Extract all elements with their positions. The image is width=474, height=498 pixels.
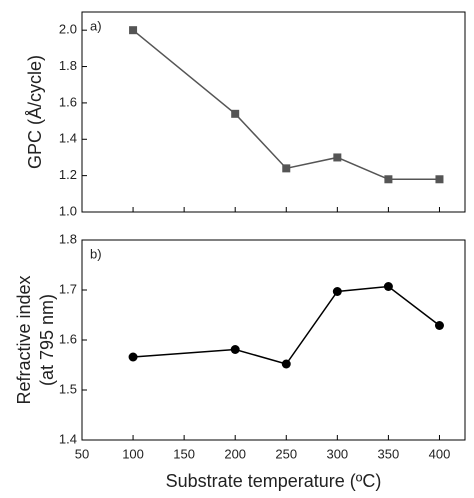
- y-tick-label: 1.8: [59, 58, 77, 73]
- marker: [333, 153, 342, 162]
- x-tick-label: 200: [224, 446, 246, 461]
- y-tick-label: 2.0: [59, 22, 77, 37]
- x-tick-label: 50: [75, 446, 89, 461]
- plot-frame: [81, 11, 466, 213]
- panel-label: b): [90, 246, 102, 261]
- y-tick-label: 1.0: [59, 203, 77, 218]
- series-line: [133, 285, 440, 365]
- y-tick-label: 1.7: [59, 281, 77, 296]
- y-tick-label: 1.6: [59, 94, 77, 109]
- y-tick-label: 1.8: [59, 231, 77, 246]
- x-tick-label: 150: [173, 446, 195, 461]
- marker: [434, 321, 444, 330]
- marker: [281, 359, 291, 369]
- y-axis-label: GPC (Å/cycle): [25, 55, 45, 169]
- marker: [230, 345, 240, 354]
- y-tick-label: 1.4: [59, 431, 77, 446]
- y-tick-label: 1.4: [59, 131, 77, 146]
- y-axis-label: (at 795 nm): [37, 294, 57, 386]
- y-axis-label: Refractive index: [14, 275, 34, 404]
- marker: [128, 352, 138, 362]
- y-tick-label: 1.5: [59, 381, 77, 396]
- x-tick-label: 100: [122, 446, 144, 461]
- marker: [384, 175, 393, 184]
- marker: [435, 175, 444, 184]
- plot-frame: [81, 239, 466, 441]
- marker: [129, 26, 138, 35]
- marker: [383, 282, 393, 291]
- y-tick-label: 1.6: [59, 331, 77, 346]
- marker: [282, 164, 291, 173]
- x-tick-label: 400: [429, 446, 451, 461]
- x-tick-label: 350: [378, 446, 400, 461]
- series-line: [132, 29, 440, 181]
- x-axis-label: Substrate temperature (ºC): [166, 471, 382, 491]
- marker: [231, 109, 240, 118]
- x-tick-label: 300: [326, 446, 348, 461]
- x-tick-label: 250: [275, 446, 297, 461]
- y-tick-label: 1.2: [59, 167, 77, 182]
- panel-label: a): [90, 18, 102, 33]
- marker: [332, 287, 342, 296]
